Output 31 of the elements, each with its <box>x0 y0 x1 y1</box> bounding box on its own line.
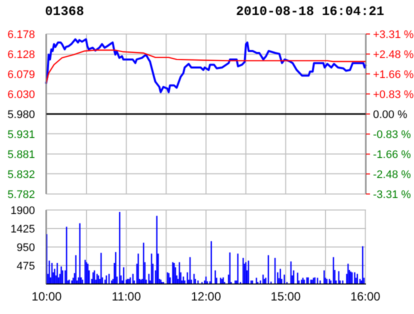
y2-tick-label: +0.83 % <box>373 88 414 101</box>
y2-tick-label: +1.66 % <box>373 68 414 81</box>
x-tick-label: 16:00 <box>350 290 381 304</box>
y-tick-label: 1900 <box>10 205 35 217</box>
y-tick-label: 950 <box>16 242 35 254</box>
x-tick-label: 10:00 <box>32 290 62 304</box>
y2-tick-label: 0.00 % <box>373 109 408 121</box>
y-tick-label: 5.782 <box>7 189 35 201</box>
y-tick-label: 5.931 <box>7 128 35 141</box>
y2-tick-label: -0.83 % <box>373 129 412 142</box>
y-tick-label: 475 <box>16 260 35 272</box>
y2-tick-label: +2.48 % <box>373 49 414 62</box>
x-tick-label: 15:00 <box>270 290 302 304</box>
x-tick-label: 11:00 <box>112 290 142 304</box>
y-tick-label: 6.128 <box>7 49 35 62</box>
y-tick-label: 1425 <box>10 224 35 236</box>
y2-tick-label: +3.31 % <box>373 29 414 41</box>
y-tick-label: 5.832 <box>7 168 35 181</box>
y-tick-label: 6.079 <box>7 69 35 81</box>
line-series <box>45 50 367 84</box>
y2-tick-label: -2.48 % <box>373 168 412 181</box>
chart-subtitle: 2010-08-18 16:04:21 <box>236 4 384 19</box>
line-series <box>45 38 367 94</box>
y2-tick-label: -1.66 % <box>373 149 412 162</box>
chart-title: 01368 <box>45 4 84 19</box>
y-tick-label: 6.178 <box>7 29 35 41</box>
y-tick-label: 5.881 <box>7 149 35 161</box>
y2-tick-label: -3.31 % <box>373 189 412 201</box>
y-tick-label: 6.030 <box>7 88 35 101</box>
x-tick-label: 12:00 <box>190 290 222 304</box>
y-tick-label: 5.980 <box>7 109 35 121</box>
